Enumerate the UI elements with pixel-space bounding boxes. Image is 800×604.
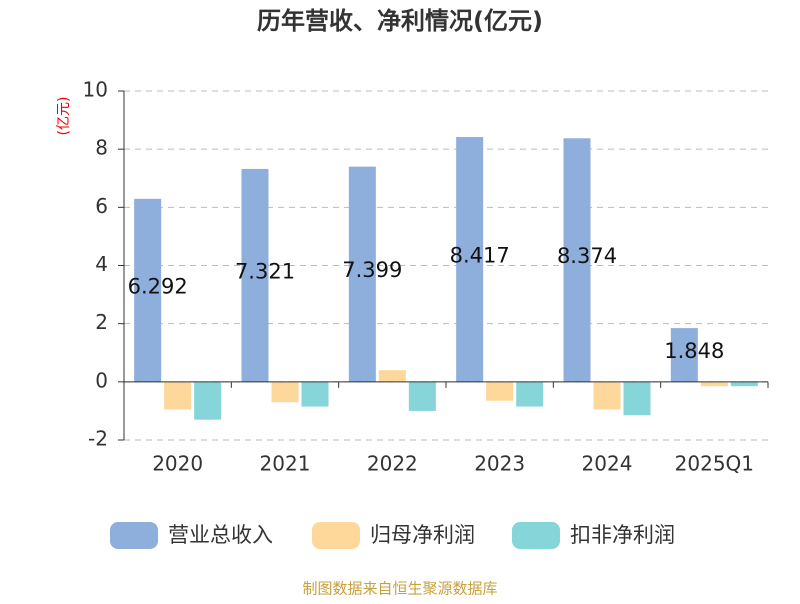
bar bbox=[271, 381, 299, 403]
bar bbox=[378, 370, 406, 382]
bar bbox=[563, 138, 591, 382]
legend-swatch bbox=[312, 522, 360, 549]
y-tick-label: 10 bbox=[83, 78, 108, 102]
x-tick-label: 2022 bbox=[367, 452, 418, 476]
legend-label: 归母净利润 bbox=[370, 523, 475, 547]
bar bbox=[134, 198, 162, 382]
y-tick-label: 6 bbox=[95, 194, 108, 218]
source-note: 制图数据来自恒生聚源数据库 bbox=[302, 580, 497, 598]
bar bbox=[456, 137, 484, 382]
bar bbox=[241, 168, 269, 382]
chart-title: 历年营收、净利情况(亿元) bbox=[257, 7, 543, 35]
x-tick-label: 2025Q1 bbox=[675, 452, 754, 476]
y-axis-label: (亿元) bbox=[56, 97, 72, 136]
bar bbox=[516, 381, 544, 407]
x-tick-label: 2020 bbox=[152, 452, 203, 476]
legend-swatch bbox=[512, 522, 560, 549]
bar bbox=[164, 381, 192, 410]
bar bbox=[670, 328, 698, 382]
x-tick-label: 2023 bbox=[474, 452, 525, 476]
legend-label: 扣非净利润 bbox=[570, 523, 675, 547]
bar bbox=[593, 381, 621, 410]
y-tick-label: 4 bbox=[95, 252, 108, 276]
bar bbox=[623, 381, 651, 416]
legend-swatch bbox=[110, 522, 158, 549]
y-tick-label: 2 bbox=[95, 310, 108, 334]
y-tick-label: 0 bbox=[95, 368, 108, 392]
bar bbox=[194, 381, 222, 420]
bar bbox=[730, 381, 758, 387]
data-label: 1.848 bbox=[664, 339, 724, 363]
bar bbox=[486, 381, 514, 401]
y-tick-label: 8 bbox=[95, 136, 108, 160]
bar bbox=[700, 381, 728, 387]
x-tick-label: 2021 bbox=[260, 452, 311, 476]
bar bbox=[348, 166, 376, 382]
x-tick-label: 2024 bbox=[582, 452, 633, 476]
bar bbox=[408, 381, 436, 411]
data-label: 8.374 bbox=[557, 244, 617, 268]
data-label: 6.292 bbox=[128, 274, 188, 298]
data-label: 8.417 bbox=[450, 243, 510, 267]
y-tick-label: -2 bbox=[88, 427, 108, 451]
bar bbox=[301, 381, 329, 407]
data-label: 7.399 bbox=[342, 258, 402, 282]
data-label: 7.321 bbox=[235, 259, 295, 283]
legend-label: 营业总收入 bbox=[168, 523, 273, 547]
